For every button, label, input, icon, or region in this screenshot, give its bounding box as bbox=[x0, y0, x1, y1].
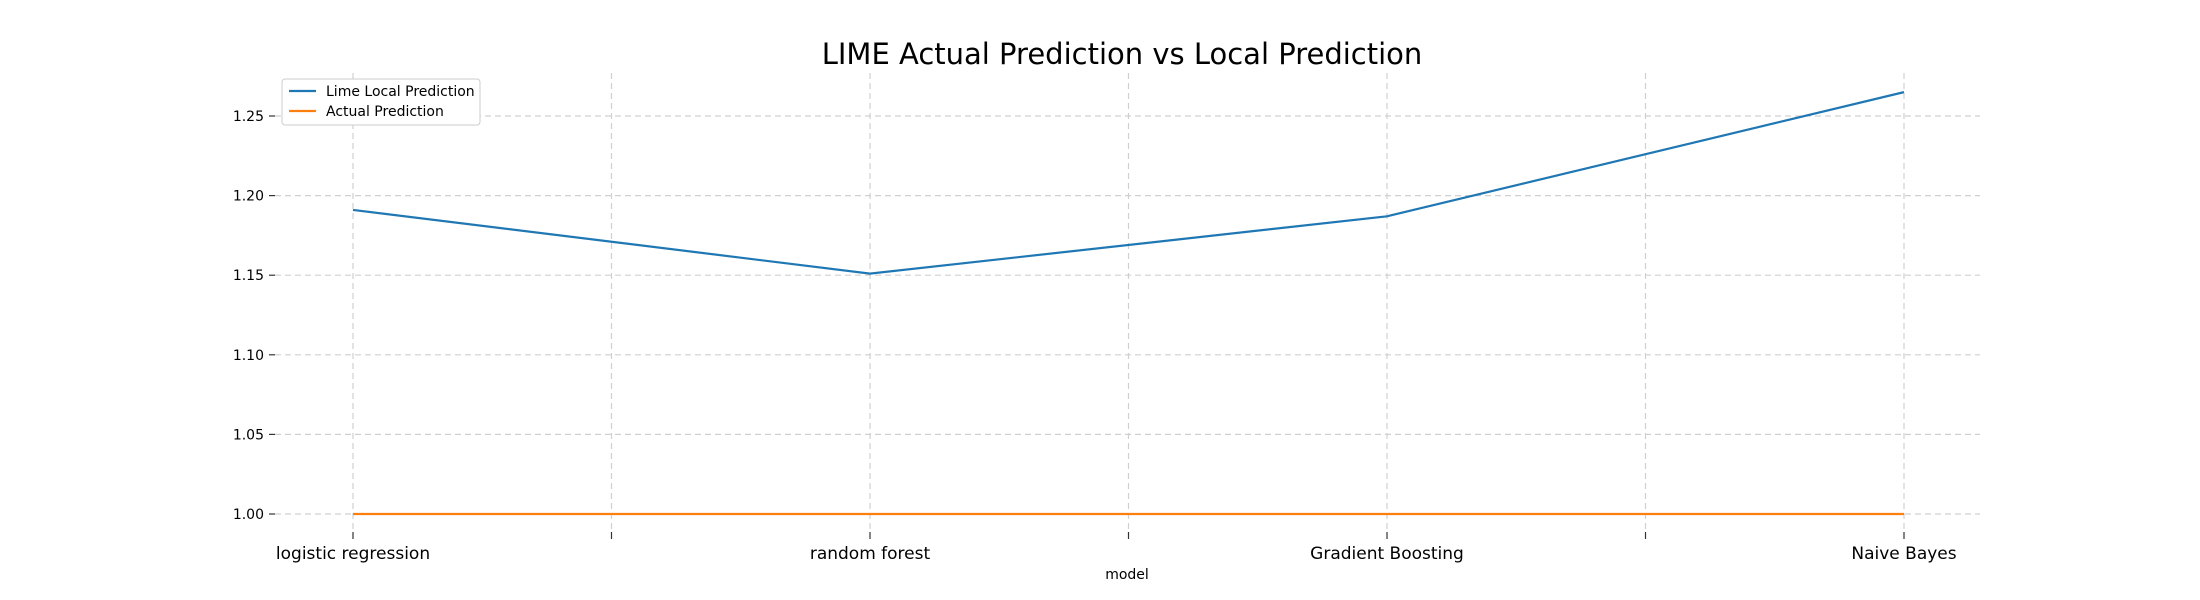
legend-label-0: Lime Local Prediction bbox=[326, 84, 475, 100]
y-tick-label: 1.15 bbox=[233, 268, 264, 284]
x-tick-label: Naive Bayes bbox=[1851, 544, 1956, 564]
x-tick-label: Gradient Boosting bbox=[1310, 544, 1464, 564]
y-tick-label: 1.10 bbox=[233, 348, 264, 364]
tick-layer: 1.00 1.05 1.10 1.15 1.20 1.25 logistic regress… bbox=[233, 109, 1957, 564]
series-line-0 bbox=[352, 91, 1905, 275]
y-tick-label: 1.05 bbox=[233, 427, 264, 443]
chart-title: LIME Actual Prediction vs Local Predicti… bbox=[822, 37, 1423, 71]
legend: Lime Local Prediction Actual Prediction bbox=[281, 78, 481, 126]
y-tick-label: 1.25 bbox=[233, 109, 264, 125]
x-axis-label: model bbox=[1105, 567, 1149, 583]
x-tick-label: logistic regression bbox=[276, 544, 430, 564]
grid-layer bbox=[275, 73, 1980, 532]
x-tick-label: random forest bbox=[810, 544, 931, 564]
series-layer bbox=[352, 91, 1905, 516]
legend-label-1: Actual Prediction bbox=[326, 104, 444, 120]
legend-box bbox=[281, 78, 481, 126]
y-tick-label: 1.20 bbox=[233, 189, 264, 205]
y-tick-label: 1.00 bbox=[233, 507, 264, 523]
